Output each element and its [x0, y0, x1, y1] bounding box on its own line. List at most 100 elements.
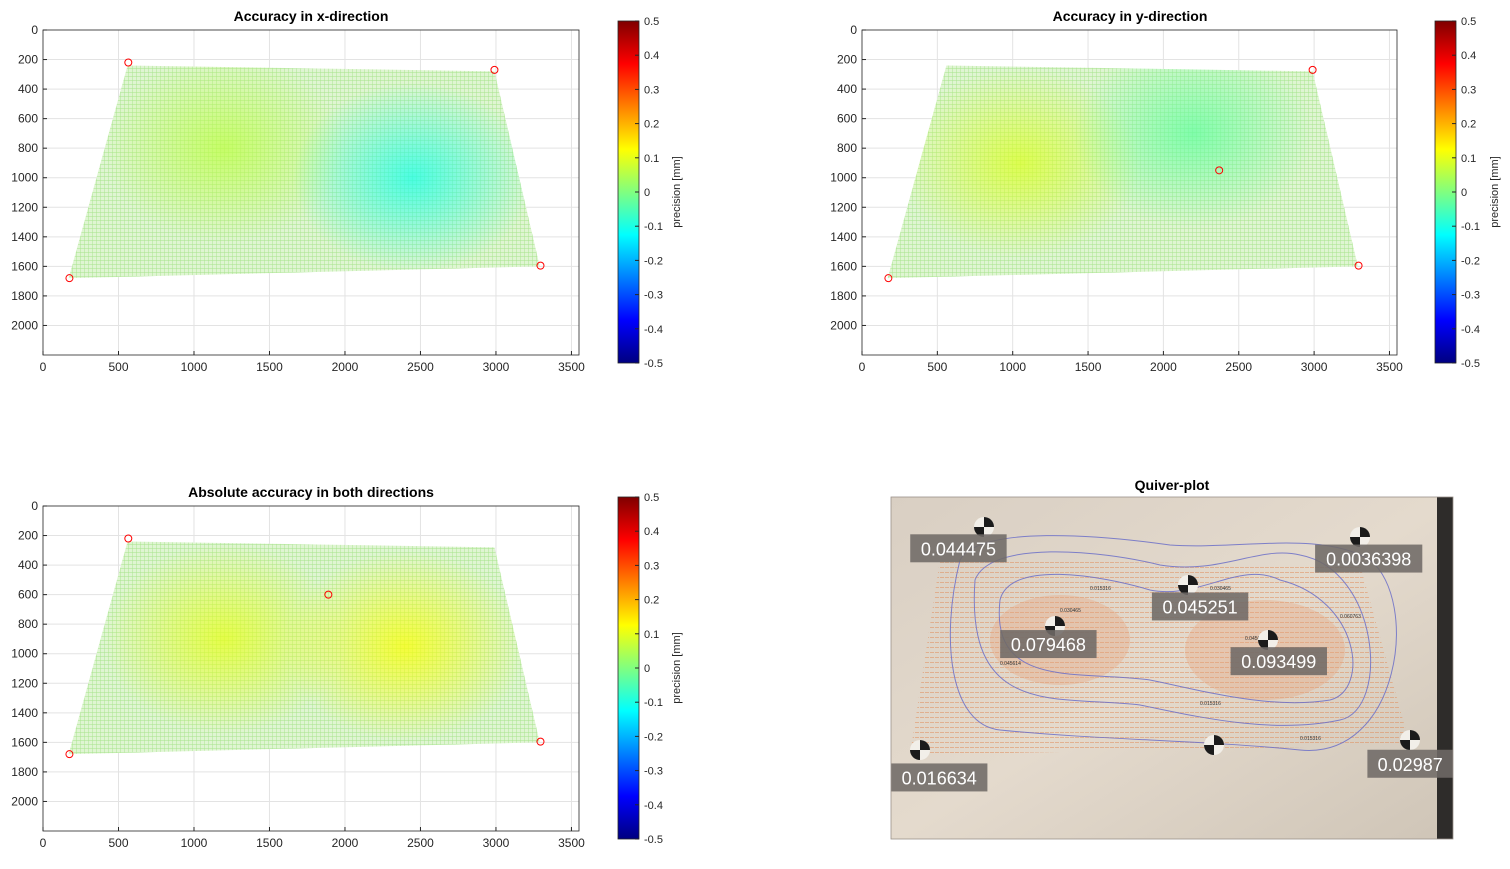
value-label: 0.0036398 [1315, 544, 1423, 573]
svg-text:0.045251: 0.045251 [1163, 597, 1238, 617]
y-tick-label: 600 [18, 588, 38, 602]
svg-text:0.044475: 0.044475 [921, 539, 996, 559]
colorbar-tick-label: 0.2 [1461, 119, 1476, 131]
colorbar-tick-label: 0.4 [644, 50, 659, 62]
chart-title: Accuracy in x-direction [234, 8, 389, 24]
y-tick-label: 1600 [11, 259, 38, 273]
contour-line [949, 535, 1397, 751]
x-tick-label: 500 [108, 836, 128, 850]
x-tick-label: 1500 [256, 360, 283, 374]
marker-point [124, 58, 133, 67]
y-tick-label: 0 [31, 499, 38, 513]
x-tick-label: 3000 [483, 836, 510, 850]
colorbar-tick-label: -0.3 [644, 290, 663, 302]
x-tick-label: 2500 [1225, 360, 1252, 374]
value-label: 0.044475 [910, 534, 1007, 563]
marker-point [1354, 261, 1363, 270]
y-tick-label: 1200 [830, 200, 857, 214]
y-tick-label: 600 [18, 112, 38, 126]
x-tick-label: 2500 [407, 836, 434, 850]
y-tick-label: 1000 [11, 647, 38, 661]
y-tick-label: 800 [837, 141, 857, 155]
colorbar-tick-label: 0.4 [644, 526, 659, 538]
value-label: 0.016634 [891, 763, 988, 792]
checker-target [974, 517, 994, 537]
x-tick-label: 2500 [407, 360, 434, 374]
colorbar-tick-label: 0.4 [1461, 50, 1476, 62]
y-tick-label: 1200 [11, 676, 38, 690]
plot-area: 0 500 1000 1500 2000 2500 3000 3500 0 200 400 600 80… [830, 23, 1403, 374]
colorbar-tick-label: -0.2 [644, 731, 663, 743]
x-tick-label: 2000 [332, 836, 359, 850]
y-tick-label: 1800 [830, 289, 857, 303]
y-tick-label: 400 [18, 558, 38, 572]
value-label: 0.045251 [1151, 592, 1249, 621]
x-tick-label: 3500 [1376, 360, 1403, 374]
value-label: 0.02987 [1367, 749, 1453, 778]
chart-title: Accuracy in y-direction [1053, 8, 1208, 24]
checker-target [910, 740, 930, 760]
colorbar-tick-label: -0.5 [644, 358, 663, 370]
colorbar-tick-label: 0 [644, 187, 650, 199]
colorbar-tick-label: -0.3 [1461, 290, 1480, 302]
marker-point [1215, 166, 1224, 175]
y-tick-label: 400 [18, 82, 38, 96]
colorbar-tick-label: 0.2 [644, 119, 659, 131]
x-tick-label: 0 [859, 360, 866, 374]
y-tick-label: 200 [837, 53, 857, 67]
colorbar-tick-label: 0.1 [644, 153, 659, 165]
contour-line [973, 551, 1372, 726]
y-tick-label: 1400 [11, 706, 38, 720]
colorbar-tick-label: -0.2 [1461, 255, 1480, 267]
y-tick-label: 1000 [830, 171, 857, 185]
chart-title: Quiver-plot [1135, 477, 1210, 493]
y-tick-label: 1800 [11, 289, 38, 303]
svg-text:0.02987: 0.02987 [1378, 755, 1443, 775]
chart-quiver-plot: Quiver-plot 0.015316 0.015316 0.045614 0.03… [890, 477, 1454, 840]
contour-label: 0.060763 [1340, 614, 1361, 620]
contour-line [998, 573, 1354, 704]
contour-label: 0.030465 [1210, 586, 1231, 592]
marker-point [65, 274, 74, 283]
colorbar: 0.5 0.4 0.3 0.2 0.1 0 -0.1 -0.2 -0.3 -0.4 -0.5 prec… [617, 16, 683, 370]
colorbar-label: precision [mm] [671, 156, 683, 228]
colorbar-tick-label: -0.4 [644, 800, 663, 812]
colorbar-tick-label: 0.5 [644, 492, 659, 504]
x-tick-label: 3000 [1301, 360, 1328, 374]
checker-target [1204, 735, 1224, 755]
svg-text:0.093499: 0.093499 [1241, 652, 1316, 672]
marker-point [536, 261, 545, 270]
checker-target [1350, 527, 1370, 547]
x-tick-label: 3500 [558, 360, 585, 374]
colorbar-tick-label: 0.2 [644, 595, 659, 607]
y-tick-label: 200 [18, 53, 38, 67]
x-tick-label: 1000 [181, 360, 208, 374]
y-tick-label: 200 [18, 529, 38, 543]
colorbar-tick-label: 0.5 [644, 16, 659, 28]
colorbar-tick-label: -0.3 [644, 766, 663, 778]
y-tick-label: 0 [31, 23, 38, 37]
y-tick-label: 1400 [830, 230, 857, 244]
colorbar-label: precision [mm] [671, 632, 683, 704]
y-tick-label: 800 [18, 141, 38, 155]
chart-title: Absolute accuracy in both directions [188, 484, 434, 500]
marker-point [884, 274, 893, 283]
colorbar-tick-label: 0 [644, 663, 650, 675]
y-tick-label: 2000 [11, 794, 38, 808]
marker-point [65, 750, 74, 759]
chart-accuracy-x: Accuracy in x-direction 0 500 1000 1500 2000… [11, 8, 683, 374]
plot-area: 0 500 1000 1500 2000 2500 3000 3500 0 200 400 600 80… [11, 499, 585, 850]
contour-label: 0.015316 [1090, 586, 1111, 592]
photo-dark-edge [1437, 497, 1453, 839]
colorbar-tick-label: 0.1 [644, 629, 659, 641]
field-hotspot [104, 65, 345, 244]
colorbar-tick-label: -0.4 [1461, 324, 1480, 336]
x-tick-label: 0 [40, 360, 47, 374]
colorbar-tick-label: 0.3 [644, 560, 659, 572]
contour-label: 0.015316 [1300, 736, 1321, 742]
svg-text:0.0036398: 0.0036398 [1326, 550, 1411, 570]
marker-point [536, 737, 545, 746]
axes-box [861, 29, 1398, 356]
y-tick-label: 1400 [11, 230, 38, 244]
